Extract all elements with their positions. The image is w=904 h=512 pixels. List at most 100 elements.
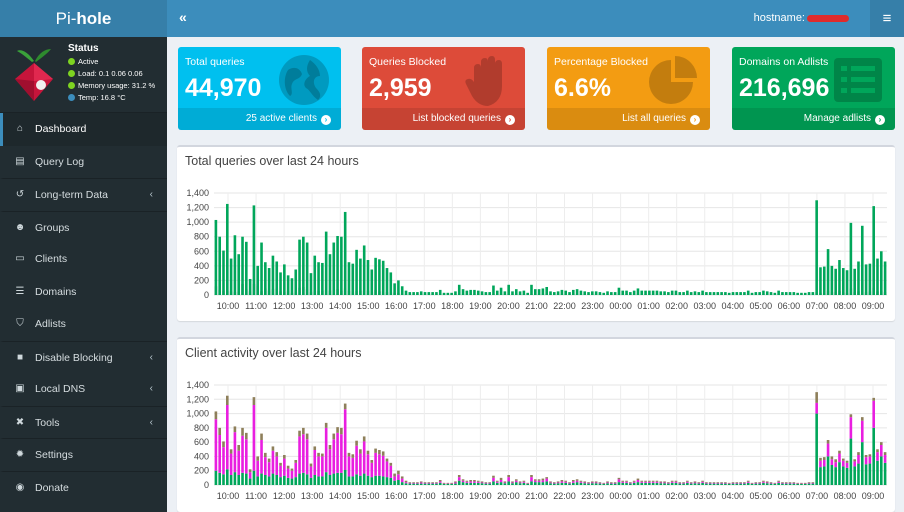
- bar-client-a[interactable]: [830, 465, 834, 485]
- bar-client-c[interactable]: [336, 427, 339, 433]
- bar-client-c[interactable]: [549, 481, 552, 483]
- bar-client-b[interactable]: [841, 460, 845, 467]
- bar-permitted[interactable]: [678, 292, 682, 295]
- bar-client-a[interactable]: [457, 480, 461, 485]
- bar-client-a[interactable]: [598, 483, 602, 485]
- bar-permitted[interactable]: [667, 292, 670, 295]
- bar-client-c[interactable]: [560, 480, 564, 482]
- bar-client-b[interactable]: [343, 409, 347, 470]
- bar-permitted[interactable]: [351, 263, 355, 295]
- bar-permitted[interactable]: [283, 264, 286, 295]
- bar-permitted[interactable]: [693, 291, 697, 295]
- bar-client-a[interactable]: [826, 456, 830, 485]
- bar-permitted[interactable]: [446, 292, 450, 295]
- bar-client-c[interactable]: [849, 414, 853, 418]
- bar-permitted[interactable]: [245, 241, 248, 295]
- bar-client-a[interactable]: [317, 476, 320, 485]
- bar-client-a[interactable]: [845, 467, 849, 485]
- bar-permitted[interactable]: [267, 268, 271, 295]
- bar-client-b[interactable]: [610, 482, 613, 484]
- bar-client-b[interactable]: [693, 482, 697, 484]
- bar-permitted[interactable]: [617, 287, 621, 295]
- bar-client-a[interactable]: [526, 483, 529, 485]
- bar-client-a[interactable]: [378, 475, 381, 485]
- bar-client-a[interactable]: [321, 476, 324, 485]
- bar-client-b[interactable]: [594, 482, 598, 484]
- bar-client-b[interactable]: [226, 405, 229, 470]
- bar-client-a[interactable]: [492, 481, 495, 485]
- bar-client-a[interactable]: [724, 483, 727, 485]
- bar-client-a[interactable]: [233, 472, 237, 485]
- bar-client-c[interactable]: [773, 482, 777, 484]
- bar-client-a[interactable]: [283, 475, 286, 485]
- bar-client-a[interactable]: [716, 483, 720, 485]
- bar-client-c[interactable]: [579, 480, 583, 482]
- bar-client-a[interactable]: [579, 482, 583, 485]
- bar-client-a[interactable]: [594, 483, 598, 485]
- bar-permitted[interactable]: [868, 263, 872, 295]
- bar-client-b[interactable]: [324, 427, 328, 473]
- bar-client-a[interactable]: [446, 483, 450, 485]
- bar-client-b[interactable]: [819, 460, 822, 468]
- bar-client-a[interactable]: [271, 473, 275, 485]
- bar-client-c[interactable]: [788, 482, 792, 483]
- bar-permitted[interactable]: [248, 278, 252, 295]
- bar-client-a[interactable]: [560, 482, 564, 485]
- bar-client-c[interactable]: [796, 482, 799, 484]
- bar-client-a[interactable]: [431, 483, 434, 485]
- bar-client-b[interactable]: [556, 482, 560, 484]
- bar-permitted[interactable]: [556, 291, 560, 295]
- bar-client-a[interactable]: [781, 483, 784, 485]
- bar-client-b[interactable]: [575, 480, 579, 483]
- bar-permitted[interactable]: [754, 292, 758, 295]
- bar-client-b[interactable]: [469, 481, 472, 483]
- bar-client-b[interactable]: [811, 482, 815, 484]
- bar-permitted[interactable]: [427, 292, 431, 295]
- bar-permitted[interactable]: [412, 292, 415, 295]
- bar-permitted[interactable]: [423, 292, 427, 295]
- bar-permitted[interactable]: [400, 286, 404, 295]
- bar-client-c[interactable]: [872, 397, 875, 401]
- bar-client-b[interactable]: [701, 481, 704, 483]
- bar-client-c[interactable]: [598, 482, 602, 483]
- bar-client-b[interactable]: [872, 400, 875, 428]
- bar-client-c[interactable]: [446, 482, 450, 484]
- bar-client-c[interactable]: [495, 480, 499, 482]
- bar-client-c[interactable]: [435, 482, 438, 483]
- sidebar-item-query-log[interactable]: ▤ Query Log: [0, 146, 167, 179]
- bar-client-a[interactable]: [564, 482, 568, 485]
- bar-client-b[interactable]: [473, 481, 476, 483]
- bar-client-a[interactable]: [408, 483, 412, 485]
- bar-client-a[interactable]: [533, 482, 537, 485]
- bar-client-c[interactable]: [803, 482, 807, 484]
- sidebar-item-clients[interactable]: ▭ Clients: [0, 243, 167, 276]
- bar-client-a[interactable]: [389, 477, 393, 485]
- bar-client-c[interactable]: [556, 481, 560, 483]
- bar-client-c[interactable]: [347, 452, 351, 457]
- bar-client-b[interactable]: [427, 482, 431, 484]
- bar-client-c[interactable]: [815, 392, 818, 403]
- bar-permitted[interactable]: [815, 200, 818, 295]
- bar-client-a[interactable]: [302, 472, 305, 485]
- bar-client-b[interactable]: [564, 481, 568, 483]
- bar-client-a[interactable]: [640, 482, 644, 485]
- bar-client-b[interactable]: [271, 450, 275, 474]
- bar-client-c[interactable]: [499, 477, 503, 480]
- bar-client-a[interactable]: [693, 483, 697, 485]
- bar-client-a[interactable]: [347, 476, 351, 485]
- bar-permitted[interactable]: [773, 292, 777, 295]
- bar-client-b[interactable]: [849, 417, 853, 439]
- bar-client-c[interactable]: [381, 451, 385, 456]
- bar-client-a[interactable]: [720, 483, 723, 485]
- bar-client-b[interactable]: [347, 456, 351, 477]
- bar-client-c[interactable]: [880, 442, 883, 445]
- bar-client-c[interactable]: [587, 482, 590, 483]
- bar-client-b[interactable]: [503, 482, 507, 484]
- sidebar-item-groups[interactable]: ☻ Groups: [0, 210, 167, 244]
- bar-client-a[interactable]: [568, 483, 571, 485]
- bar-permitted[interactable]: [727, 292, 731, 295]
- bar-client-a[interactable]: [617, 482, 621, 485]
- bar-permitted[interactable]: [834, 268, 837, 295]
- bar-client-a[interactable]: [678, 483, 682, 485]
- bar-permitted[interactable]: [663, 291, 666, 295]
